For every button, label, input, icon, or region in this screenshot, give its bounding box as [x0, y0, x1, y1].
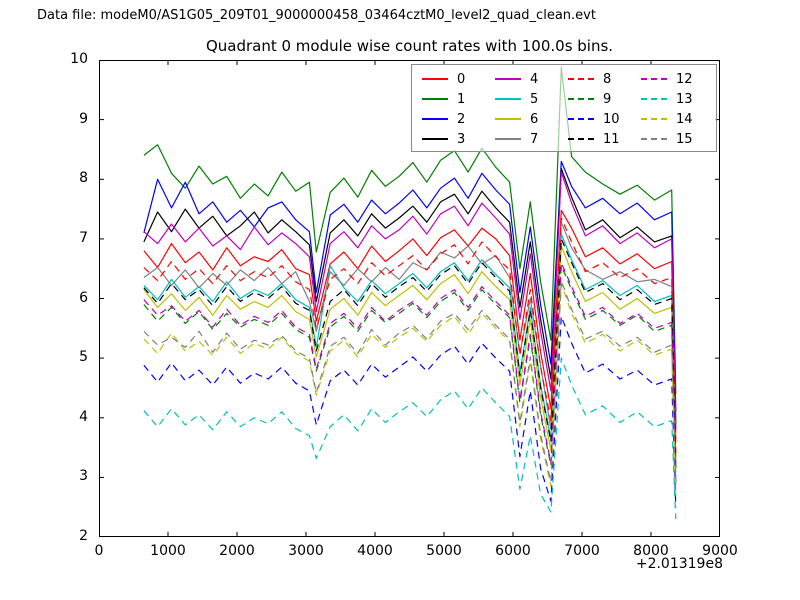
legend-label-3: 3: [457, 131, 466, 147]
legend-item-14: 14: [637, 109, 710, 129]
x-axis-offset-label: +2.01319e8: [635, 556, 723, 572]
series-line-11: [143, 238, 677, 472]
legend-line-sample-8: [568, 78, 594, 80]
series-line-8: [143, 217, 677, 454]
series-line-3: [143, 167, 677, 424]
legend-label-4: 4: [530, 71, 539, 87]
legend-item-4: 4: [491, 69, 564, 89]
legend-item-1: 1: [418, 89, 491, 109]
y-tick-label-4: 4: [79, 408, 88, 425]
legend-line-sample-6: [495, 118, 521, 120]
x-tick-label-6000: 6000: [495, 543, 531, 559]
series-line-15: [143, 280, 677, 496]
y-tick-label-2: 2: [79, 528, 88, 544]
y-tick-label-3: 3: [79, 468, 88, 485]
series-line-4: [143, 171, 677, 430]
x-tick-label-8000: 8000: [633, 543, 669, 559]
legend-label-14: 14: [676, 111, 693, 127]
series-line-12: [143, 262, 677, 484]
legend-item-5: 5: [491, 89, 564, 109]
x-tick-label-9000: 9000: [702, 543, 738, 559]
legend-line-sample-4: [495, 78, 521, 80]
series-line-0: [143, 209, 677, 442]
legend-label-1: 1: [457, 91, 466, 107]
legend-label-2: 2: [457, 111, 466, 127]
legend-line-sample-9: [568, 98, 594, 100]
y-tick-label-7: 7: [79, 229, 88, 246]
legend-item-0: 0: [418, 69, 491, 89]
y-tick-label-9: 9: [79, 110, 88, 127]
legend: 0 1 2 3 4 5 6 7 8 9 10 11 12 13 14 15: [411, 64, 717, 152]
legend-item-3: 3: [418, 129, 491, 149]
legend-label-7: 7: [530, 131, 539, 147]
legend-item-11: 11: [564, 129, 637, 149]
y-tick-label-6: 6: [79, 289, 88, 306]
series-line-14: [143, 283, 677, 496]
legend-line-sample-12: [641, 78, 667, 80]
legend-item-6: 6: [491, 109, 564, 129]
legend-label-12: 12: [676, 71, 693, 87]
x-tick-label-1000: 1000: [150, 543, 186, 559]
legend-label-5: 5: [530, 91, 539, 107]
series-line-6: [143, 245, 677, 472]
x-tick-label-4000: 4000: [357, 543, 393, 559]
series-line-2: [143, 160, 677, 412]
legend-line-sample-2: [422, 118, 448, 120]
plot-area: [99, 60, 720, 537]
legend-line-sample-1: [422, 98, 448, 100]
legend-item-15: 15: [637, 129, 710, 149]
legend-item-10: 10: [564, 109, 637, 129]
legend-line-sample-0: [422, 78, 448, 80]
x-tick-label-5000: 5000: [426, 543, 462, 559]
legend-line-sample-13: [641, 98, 667, 100]
legend-item-8: 8: [564, 69, 637, 89]
y-tick-label-10: 10: [70, 51, 88, 67]
legend-line-sample-14: [641, 118, 667, 120]
y-tick-label-5: 5: [79, 349, 88, 366]
legend-label-15: 15: [676, 131, 693, 147]
legend-item-9: 9: [564, 89, 637, 109]
legend-item-2: 2: [418, 109, 491, 129]
series-line-5: [143, 233, 677, 466]
y-tick-label-8: 8: [79, 170, 88, 187]
legend-item-7: 7: [491, 129, 564, 149]
legend-label-9: 9: [603, 91, 612, 107]
x-tick-label-0: 0: [94, 543, 104, 559]
x-tick-label-7000: 7000: [564, 543, 600, 559]
legend-label-0: 0: [457, 71, 466, 87]
legend-label-6: 6: [530, 111, 539, 127]
legend-item-13: 13: [637, 89, 710, 109]
legend-label-13: 13: [676, 91, 693, 107]
legend-line-sample-15: [641, 138, 667, 140]
legend-line-sample-11: [568, 138, 594, 140]
legend-item-12: 12: [637, 69, 710, 89]
legend-line-sample-7: [495, 138, 521, 140]
legend-line-sample-10: [568, 118, 594, 120]
series-line-13: [143, 357, 677, 520]
chart-title: Quadrant 0 module wise count rates with …: [205, 37, 614, 55]
legend-label-8: 8: [603, 71, 612, 87]
data-file-label: Data file: modeM0/AS1G05_209T01_90000004…: [37, 8, 596, 23]
x-tick-label-2000: 2000: [219, 543, 255, 559]
x-tick-label-3000: 3000: [288, 543, 324, 559]
legend-label-11: 11: [603, 131, 620, 147]
series-line-1: [143, 66, 677, 394]
legend-line-sample-5: [495, 98, 521, 100]
series-line-10: [143, 315, 677, 508]
series-line-9: [143, 265, 677, 484]
legend-label-10: 10: [603, 111, 620, 127]
legend-line-sample-3: [422, 138, 448, 140]
